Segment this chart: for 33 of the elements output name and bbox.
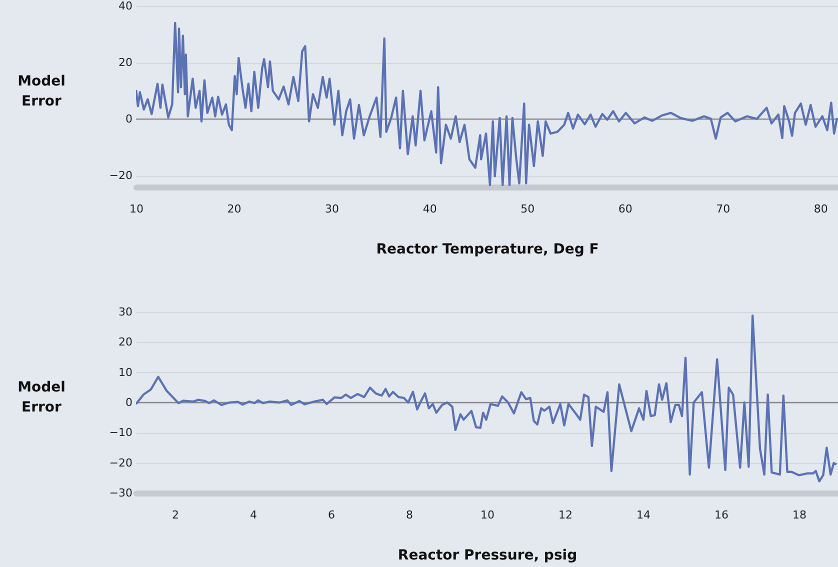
x-tick-label: 16 [714, 508, 728, 522]
x-tick-label: 70 [716, 202, 730, 216]
x-tick-label: 10 [480, 508, 494, 522]
y-axis-title: Model Error [18, 380, 66, 416]
x-tick-label: 60 [618, 202, 632, 216]
y-tick-label: 10 [118, 366, 132, 379]
line-series [136, 22, 838, 186]
x-tick-label: 2 [172, 508, 179, 522]
x-tick-label: 14 [636, 508, 650, 522]
y-tick-label: −10 [109, 426, 132, 440]
x-tick-label: 20 [227, 202, 242, 216]
line-series [136, 314, 838, 482]
x-axis-title: Reactor Temperature, Deg F [376, 242, 599, 258]
x-tick-label: 80 [814, 202, 828, 216]
x-tick-label: 50 [520, 202, 535, 216]
x-tick-label: 18 [792, 508, 806, 522]
x-tick-label: 12 [558, 508, 572, 522]
x-tick-label: 8 [406, 508, 413, 522]
x-tick-label: 6 [328, 508, 335, 522]
y-tick-label: −20 [109, 169, 132, 182]
x-tick-label: 40 [422, 202, 437, 216]
y-tick-label: 40 [118, 0, 132, 12]
y-tick-label: −20 [109, 456, 132, 470]
x-tick-label: 30 [325, 202, 340, 216]
y-tick-label: 0 [126, 396, 132, 409]
x-axis-title: Reactor Pressure, psig [398, 548, 578, 564]
y-tick-label: −30 [109, 486, 132, 500]
y-tick-label: 20 [118, 336, 132, 349]
y-tick-label: 30 [118, 306, 132, 318]
y-tick-label: 0 [126, 112, 132, 126]
x-tick-label: 4 [250, 508, 257, 522]
y-tick-label: 20 [118, 56, 132, 70]
y-axis-title: Model Error [18, 74, 66, 110]
